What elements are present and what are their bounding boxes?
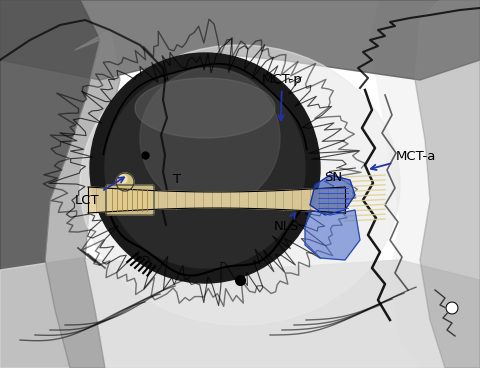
Polygon shape (305, 210, 360, 260)
Ellipse shape (135, 78, 275, 138)
Text: MCT-a: MCT-a (371, 150, 436, 170)
Text: SN: SN (324, 171, 342, 184)
Polygon shape (415, 0, 480, 368)
Ellipse shape (80, 45, 400, 325)
Polygon shape (0, 0, 480, 80)
Circle shape (446, 302, 458, 314)
FancyBboxPatch shape (106, 185, 154, 215)
Text: NLS: NLS (274, 213, 299, 233)
Circle shape (105, 68, 305, 268)
Polygon shape (45, 30, 120, 368)
Text: LCT: LCT (74, 177, 124, 207)
Polygon shape (370, 0, 480, 368)
Polygon shape (0, 258, 480, 368)
Text: MCT-p: MCT-p (262, 73, 302, 120)
Circle shape (119, 175, 127, 183)
Circle shape (140, 68, 280, 208)
Text: T: T (173, 173, 181, 186)
Circle shape (116, 173, 134, 191)
Polygon shape (0, 0, 100, 368)
Circle shape (90, 53, 320, 283)
Polygon shape (88, 187, 345, 213)
Polygon shape (310, 175, 355, 215)
